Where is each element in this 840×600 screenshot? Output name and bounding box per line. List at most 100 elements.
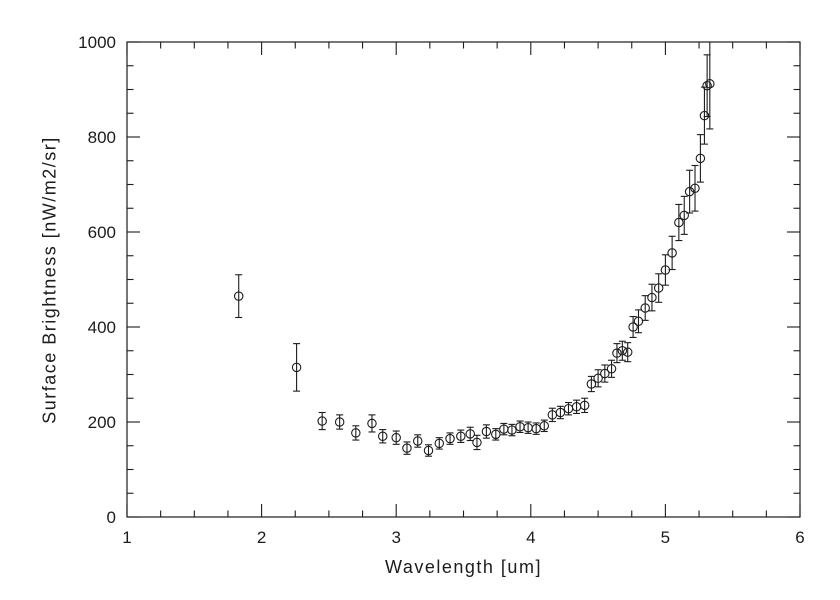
- data-point: [531, 422, 541, 435]
- data-point: [640, 295, 650, 321]
- data-point: [445, 432, 455, 445]
- data-marker-circle: [351, 428, 361, 438]
- data-marker-circle: [606, 364, 617, 374]
- data-point: [586, 375, 597, 393]
- data-point: [334, 414, 345, 430]
- data-marker-circle: [705, 79, 715, 89]
- data-point: [317, 411, 327, 431]
- data-point: [593, 369, 603, 388]
- data-marker-circle: [481, 426, 492, 437]
- data-marker-circle: [674, 217, 684, 228]
- data-point: [523, 421, 533, 434]
- data-marker-circle: [579, 400, 590, 411]
- y-tick-label: 400: [88, 318, 116, 337]
- data-point: [507, 423, 517, 437]
- data-point: [690, 164, 700, 212]
- data-point: [679, 195, 689, 235]
- data-point: [600, 364, 610, 383]
- data-point: [367, 414, 377, 433]
- x-tick-label: 2: [257, 528, 266, 547]
- data-marker-circle: [586, 379, 597, 389]
- y-axis-title: Surface Brightness [nW/m2/sr]: [39, 136, 60, 424]
- data-marker-circle: [412, 436, 423, 446]
- y-tick-label: 600: [88, 223, 116, 242]
- data-marker-circle: [233, 291, 244, 301]
- data-marker-circle: [640, 303, 650, 313]
- data-marker-circle: [702, 80, 712, 91]
- data-marker-circle: [612, 348, 622, 358]
- x-tick-label: 6: [795, 528, 804, 547]
- data-marker-circle: [600, 368, 610, 379]
- data-marker-circle: [391, 432, 401, 443]
- data-point: [660, 254, 671, 286]
- data-point: [647, 283, 657, 312]
- data-marker-circle: [653, 283, 664, 293]
- y-tick-label: 0: [107, 508, 116, 527]
- data-point: [606, 359, 617, 378]
- data-point: [465, 426, 475, 442]
- data-point: [705, 41, 715, 130]
- data-marker-circle: [695, 153, 706, 164]
- y-tick-label: 200: [88, 413, 116, 432]
- data-point: [515, 420, 525, 434]
- data-point: [377, 429, 388, 444]
- data-point: [579, 397, 590, 414]
- data-marker-circle: [434, 438, 445, 449]
- data-marker-circle: [491, 429, 501, 440]
- data-marker-circle: [334, 417, 345, 427]
- tick-labels: 1 2 3 4 5 6 0 200 400 600 800 1000: [78, 33, 805, 547]
- data-point: [628, 315, 638, 339]
- data-marker-circle: [423, 445, 434, 456]
- data-point: [563, 401, 574, 416]
- data-point: [391, 430, 401, 445]
- data-point: [571, 399, 582, 415]
- data-point: [555, 405, 566, 420]
- data-marker-circle: [317, 416, 327, 426]
- data-marker-circle: [699, 110, 710, 121]
- x-tick-label: 3: [391, 528, 400, 547]
- data-point: [539, 419, 550, 433]
- data-series: [233, 41, 715, 457]
- data-marker-circle: [622, 347, 633, 357]
- data-point: [684, 169, 695, 214]
- x-tick-label: 5: [661, 528, 670, 547]
- data-point: [622, 342, 633, 363]
- data-marker-circle: [617, 345, 628, 356]
- axis-ticks: [126, 41, 801, 518]
- x-tick-label: 1: [122, 528, 131, 547]
- data-marker-circle: [555, 407, 566, 418]
- data-marker-circle: [593, 373, 603, 384]
- data-point: [472, 434, 482, 451]
- data-marker-circle: [690, 183, 700, 194]
- data-point: [412, 434, 423, 448]
- data-point: [633, 309, 644, 334]
- data-marker-circle: [472, 437, 482, 448]
- plot-frame: [126, 41, 801, 518]
- data-marker-circle: [456, 431, 466, 441]
- data-marker-circle: [445, 433, 455, 444]
- y-tick-label: 1000: [78, 33, 116, 52]
- data-point: [423, 444, 434, 457]
- data-marker-circle: [628, 322, 638, 332]
- data-point: [499, 422, 509, 436]
- data-point: [351, 425, 361, 441]
- data-point: [695, 134, 706, 183]
- data-marker-circle: [367, 418, 377, 429]
- data-marker-circle: [679, 210, 689, 221]
- data-marker-circle: [539, 421, 550, 431]
- x-tick-label: 4: [526, 528, 535, 547]
- data-point: [456, 429, 466, 443]
- data-marker-circle: [667, 248, 677, 258]
- data-point: [291, 343, 302, 392]
- data-marker-circle: [507, 425, 517, 435]
- data-marker-circle: [291, 362, 302, 373]
- data-point: [434, 437, 445, 450]
- data-marker-circle: [647, 292, 657, 303]
- y-tick-label: 800: [88, 128, 116, 147]
- data-point: [612, 343, 622, 364]
- data-point: [653, 273, 664, 303]
- data-marker-circle: [531, 423, 541, 434]
- data-marker-circle: [633, 316, 644, 327]
